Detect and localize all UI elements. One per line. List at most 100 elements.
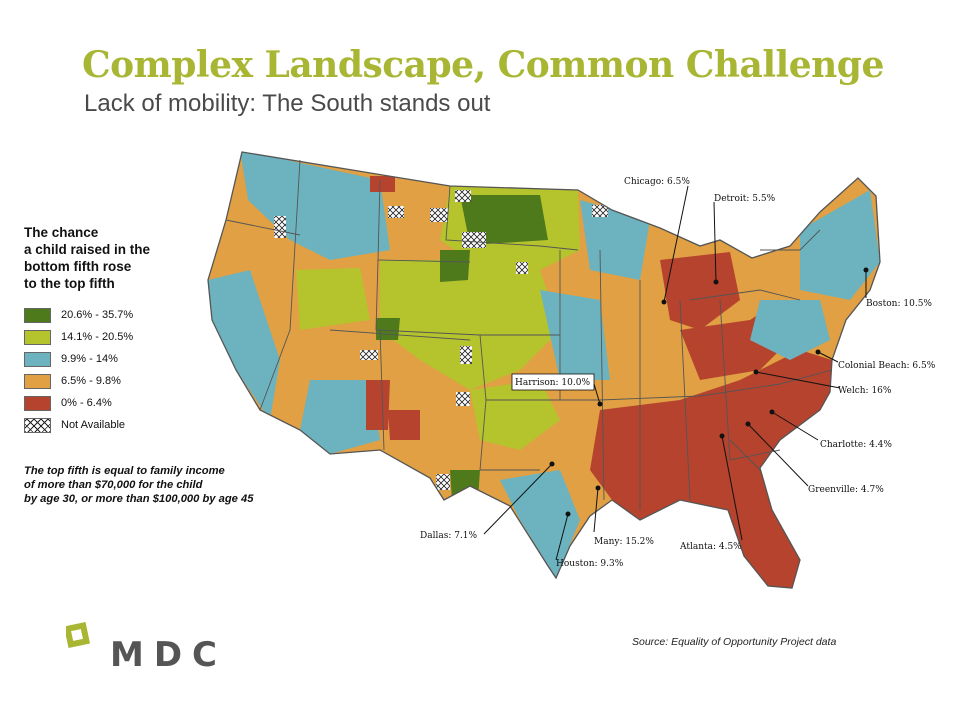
region-detroit-pocket [708, 260, 728, 290]
not-available-area [460, 346, 472, 364]
region-texas-panhandle [470, 380, 560, 450]
callout-houston: Houston: 9.3% [555, 511, 624, 569]
region-west-coast [208, 270, 280, 420]
region-northern-rockies [240, 152, 390, 260]
source-note: Source: Equality of Opportunity Project … [632, 636, 837, 648]
state-border-line [719, 299, 781, 461]
legend-item-label: 20.6% - 35.7% [61, 309, 134, 321]
callout-label: Houston: 9.3% [556, 559, 624, 569]
callout-charlotte: Charlotte: 4.4% [769, 409, 892, 450]
legend-item-label: 14.1% - 20.5% [61, 331, 134, 343]
callout-label: Charlotte: 4.4% [820, 440, 892, 450]
legend-item: 0% - 6.4% [24, 392, 224, 414]
not-available-area [462, 232, 486, 248]
callout-label: Welch: 16% [838, 386, 892, 396]
legend-swatch [24, 329, 51, 345]
callout-leader [593, 487, 599, 533]
region-dark-texas [450, 470, 480, 500]
region-southwest [300, 380, 380, 454]
callout-leader [713, 201, 717, 283]
region-southeast [590, 350, 832, 588]
legend-swatch-hatched [24, 417, 51, 433]
region-high-plains [380, 260, 560, 390]
mdc-logo: MDC [66, 621, 227, 675]
slide-subtitle: Lack of mobility: The South stands out [84, 90, 491, 117]
callout-leader [555, 513, 569, 561]
map-legend: The chance a child raised in the bottom … [24, 224, 224, 436]
callout-leader [747, 423, 809, 487]
city-dot [753, 369, 759, 375]
callout-atlanta: Atlanta: 4.5% [679, 433, 743, 552]
not-available-area [388, 206, 404, 218]
legend-item-label: 0% - 6.4% [61, 397, 112, 409]
legend-item-label: 9.9% - 14% [61, 353, 118, 365]
city-dot [863, 267, 869, 273]
region-wyoming [296, 268, 370, 330]
legend-heading-line: The chance [24, 225, 99, 240]
callout-leader [721, 435, 743, 541]
legend-heading-line: a child raised in the [24, 242, 151, 257]
income-note-line: of more than $70,000 for the child [24, 479, 203, 491]
callout-label: Chicago: 6.5% [624, 177, 690, 187]
callout-label: Atlanta: 4.5% [679, 542, 742, 552]
city-dot [745, 421, 751, 427]
city-callouts: Chicago: 6.5% Detroit: 5.5% Boston: 10.5… [420, 177, 936, 569]
callout-label: Colonial Beach: 6.5% [838, 361, 936, 371]
callout-welch: Welch: 16% [753, 369, 892, 396]
region-dark-colorado [376, 318, 400, 340]
legend-heading: The chance a child raised in the bottom … [24, 224, 224, 292]
logo-text: MDC [110, 635, 227, 675]
not-available-area [360, 350, 378, 360]
region-new-england [800, 190, 880, 300]
city-dot [565, 511, 571, 517]
callout-greenville: Greenville: 4.7% [745, 421, 884, 495]
legend-swatch [24, 373, 51, 389]
not-available-area [455, 190, 471, 202]
legend-item: 14.1% - 20.5% [24, 326, 224, 348]
not-available-area [436, 474, 450, 490]
region-montana-pocket [370, 176, 395, 192]
income-note-line: The top fifth is equal to family income [24, 465, 225, 477]
legend-item-label: 6.5% - 9.8% [61, 375, 121, 387]
callout-leader [593, 383, 601, 405]
legend-item: 9.9% - 14% [24, 348, 224, 370]
callout-leader [663, 185, 689, 303]
legend-item: 20.6% - 35.7% [24, 304, 224, 326]
callout-label: Harrison: 10.0% [515, 378, 590, 388]
legend-heading-line: to the top fifth [24, 276, 115, 291]
legend-swatch [24, 351, 51, 367]
callout-dallas: Dallas: 7.1% [420, 461, 555, 541]
callout-label: Greenville: 4.7% [808, 485, 884, 495]
state-borders [207, 151, 881, 589]
state-border-line [679, 299, 691, 501]
legend-heading-line: bottom fifth rose [24, 259, 132, 274]
slide-title: Complex Landscape, Common Challenge [82, 44, 884, 86]
callout-label: Detroit: 5.5% [714, 194, 776, 204]
city-dot [713, 279, 719, 285]
city-dot [719, 433, 725, 439]
city-dot [597, 401, 603, 407]
callout-label: Many: 15.2% [594, 537, 654, 547]
state-border-line [379, 329, 385, 451]
region-mid-atlantic [750, 300, 830, 360]
not-available-area [456, 392, 470, 406]
callout-many: Many: 15.2% [593, 485, 654, 547]
region-upper-midwest [580, 200, 650, 280]
region-nevada-pocket [366, 380, 390, 430]
legend-item: Not Available [24, 414, 224, 436]
state-border-line [375, 259, 560, 336]
logo-mark-icon [66, 621, 91, 649]
callout-box [511, 373, 595, 391]
region-central [540, 290, 610, 380]
state-border-line [760, 229, 821, 251]
state-border-line [599, 249, 605, 501]
legend-swatch [24, 307, 51, 323]
city-dot [595, 485, 601, 491]
legend-item: 6.5% - 9.8% [24, 370, 224, 392]
region-chicago-pocket [664, 268, 692, 300]
city-dot [661, 299, 667, 305]
state-border-line [445, 185, 579, 251]
city-dot [549, 461, 555, 467]
callout-leader [771, 411, 819, 441]
callout-label: Boston: 10.5% [866, 299, 932, 309]
